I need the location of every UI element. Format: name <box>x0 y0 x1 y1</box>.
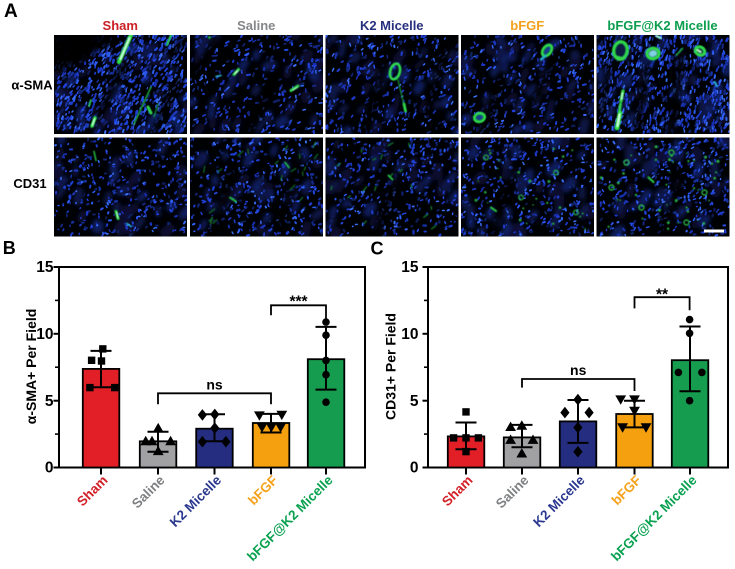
svg-text:C: C <box>371 238 384 258</box>
svg-text:α-SMA: α-SMA <box>11 78 53 93</box>
svg-text:Sham: Sham <box>103 18 138 33</box>
svg-text:bFGF: bFGF <box>510 18 544 33</box>
svg-text:***: *** <box>289 294 308 311</box>
svg-text:5: 5 <box>45 393 54 410</box>
svg-text:10: 10 <box>36 326 53 343</box>
svg-text:ns: ns <box>206 377 223 393</box>
svg-text:bFGF@K2 Micelle: bFGF@K2 Micelle <box>607 18 717 33</box>
svg-text:ns: ns <box>570 362 587 378</box>
svg-text:**: ** <box>656 287 669 304</box>
svg-text:15: 15 <box>36 259 54 276</box>
svg-text:0: 0 <box>45 460 54 477</box>
svg-text:0: 0 <box>410 460 419 477</box>
svg-text:K2 Micelle: K2 Micelle <box>360 18 424 33</box>
svg-text:B: B <box>3 238 16 258</box>
svg-text:CD31: CD31 <box>13 176 46 191</box>
svg-text:CD31+ Per Field: CD31+ Per Field <box>383 313 399 420</box>
svg-text:10: 10 <box>401 326 418 343</box>
svg-text:A: A <box>4 1 18 22</box>
svg-text:Saline: Saline <box>237 18 275 33</box>
svg-text:5: 5 <box>410 393 419 410</box>
svg-text:α-SMA+ Per Field: α-SMA+ Per Field <box>23 309 39 425</box>
svg-text:15: 15 <box>401 259 419 276</box>
